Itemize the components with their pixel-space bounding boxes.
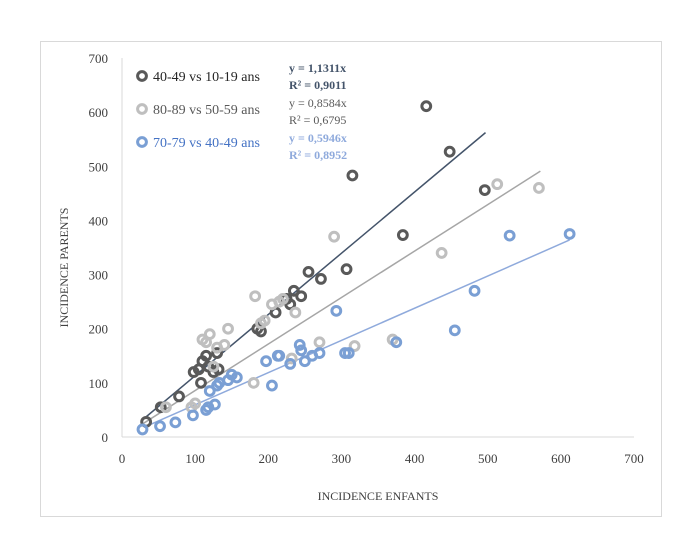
x-tick-labels: 0 100 200 300 400 500 600 700 (119, 451, 644, 466)
series-3-point (230, 371, 243, 384)
x-tick-label: 300 (332, 451, 352, 466)
series-3-point (266, 379, 278, 392)
series-3-point (313, 347, 326, 359)
series-3-point (295, 344, 308, 357)
trendlines (143, 132, 570, 429)
series-3-point (154, 420, 166, 433)
r-squared-1: R² = 0,9011 (289, 78, 346, 92)
series-3-point (203, 385, 216, 397)
series-1-point (200, 349, 213, 362)
y-tick-labels: 0 100 200 300 400 500 600 700 (89, 51, 109, 445)
series-2-point (277, 293, 289, 305)
series-2-point (247, 376, 260, 389)
y-tick-label: 0 (102, 430, 109, 445)
series-1-point (287, 284, 300, 297)
legend: 40-49 vs 10-19 ans 80-89 vs 50-59 ans 70-7… (136, 70, 260, 151)
series-3-point (284, 358, 297, 370)
x-tick-label: 500 (478, 451, 498, 466)
series-3-point (187, 409, 199, 422)
trendline-3 (143, 239, 570, 429)
y-axis-title: INCIDENCE PARENTS (57, 208, 71, 328)
x-tick-label: 200 (259, 451, 279, 466)
series-3-point (330, 304, 343, 317)
series-2-point (249, 290, 262, 303)
x-tick-label: 0 (119, 451, 126, 466)
y-tick-label: 400 (89, 213, 109, 228)
x-tick-label: 600 (551, 451, 571, 466)
series-1-point (154, 401, 167, 414)
series-2-point (189, 397, 202, 410)
series-2-point (491, 178, 504, 191)
y-tick-label: 700 (89, 51, 109, 66)
series-3-point (273, 349, 286, 362)
series-2-point (348, 340, 361, 352)
equation-3: y = 0,5946x (289, 131, 347, 145)
y-tick-label: 500 (89, 159, 109, 174)
equation-2: y = 0,8584x (289, 96, 347, 110)
series-1-point (302, 265, 315, 278)
series-1-point (173, 390, 185, 403)
series-2-point (285, 352, 298, 365)
series-3-point (468, 284, 481, 297)
series-1-point (295, 290, 308, 303)
trendline-2 (143, 170, 541, 424)
r-squared-2: R² = 0,6795 (289, 113, 346, 127)
legend-label-3: 70-79 vs 40-49 ans (153, 136, 260, 151)
series-3-point (169, 416, 182, 429)
y-tick-label: 600 (89, 105, 109, 120)
series-3-point (136, 423, 149, 436)
series-3-point (260, 355, 272, 368)
series-1-point (340, 263, 353, 276)
y-tick-label: 200 (89, 322, 109, 337)
series-2-point (218, 339, 231, 351)
x-tick-label: 100 (185, 451, 205, 466)
trendline-1 (143, 132, 487, 420)
trendline-equations: y = 1,1311x R² = 0,9011 y = 0,8584x R² = 0,… (289, 61, 347, 162)
series-3-point (448, 324, 461, 337)
series-3-point (563, 228, 576, 240)
legend-marker-1 (136, 70, 148, 82)
series-2-point (289, 306, 302, 319)
series-2-point (328, 230, 341, 243)
x-tick-label: 400 (405, 451, 425, 466)
legend-marker-3 (136, 136, 148, 148)
series-1-point (211, 347, 223, 359)
data-points (136, 100, 576, 436)
series-1-point (396, 229, 409, 241)
x-tick-label: 700 (624, 451, 644, 466)
legend-label-2: 80-89 vs 50-59 ans (153, 103, 260, 118)
series-3-point (293, 339, 306, 351)
r-squared-3: R² = 0,8952 (289, 148, 347, 162)
series-3-point (390, 336, 403, 349)
series-1-point (346, 169, 359, 182)
series-3-point (503, 229, 516, 242)
series-2-point (258, 314, 271, 327)
series-1-point (443, 145, 456, 158)
series-3-point (342, 347, 355, 359)
legend-marker-2 (136, 103, 148, 115)
series-2-point (533, 182, 545, 194)
series-1-point (420, 100, 433, 113)
y-tick-label: 100 (89, 376, 109, 391)
series-2-point (207, 360, 220, 373)
series-3-point (298, 355, 311, 368)
series-2-point (435, 247, 448, 259)
series-2-point (159, 401, 172, 414)
series-2-point (203, 328, 216, 341)
series-2-point (222, 322, 234, 335)
series-1-point (478, 184, 491, 197)
series-1-point (195, 376, 207, 389)
chart-frame (40, 41, 662, 517)
y-tick-label: 300 (89, 268, 109, 283)
series-2-point (313, 336, 326, 349)
legend-label-1: 40-49 vs 10-19 ans (153, 70, 260, 85)
series-1-point (284, 298, 297, 311)
x-axis-title: INCIDENCE ENFANTS (318, 489, 439, 503)
series-1-point (315, 273, 327, 285)
axes (121, 58, 634, 438)
series-3-point (208, 398, 221, 411)
equation-1: y = 1,1311x (289, 61, 346, 75)
